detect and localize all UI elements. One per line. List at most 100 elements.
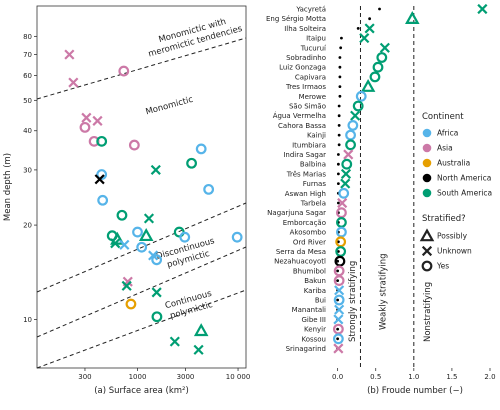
data-point (186, 157, 197, 169)
data-point (94, 174, 105, 185)
x-tick-label: 0.0 (332, 373, 343, 381)
dot-point (336, 162, 340, 166)
data-point (179, 231, 191, 243)
y-tick-label: 70 (23, 51, 32, 59)
dot-point (336, 327, 340, 331)
data-point (338, 187, 350, 199)
data-point (128, 139, 140, 151)
category-label: Merowe (299, 93, 326, 101)
data-point (195, 143, 207, 155)
x-tick-label: 1.0 (408, 373, 419, 381)
dot-point (336, 250, 340, 253)
legend-swatch (422, 173, 432, 183)
x-tick-label: 0.5 (370, 373, 381, 381)
legend-swatch (422, 143, 432, 153)
category-label: Akosombo (290, 229, 326, 237)
data-point (334, 285, 345, 296)
dot-point (336, 172, 340, 176)
dot-point (338, 56, 342, 59)
category-label: Três Marias (286, 170, 327, 178)
dot-point (378, 7, 381, 11)
x-tick-label: 1.5 (446, 373, 457, 381)
category-label: Kenyir (304, 326, 326, 334)
category-label: Tucuruí (300, 44, 327, 52)
y-tick-label: 30 (23, 166, 32, 174)
y-tick-label: 20 (23, 222, 32, 230)
legend-marker (419, 228, 435, 242)
category-label: Aswan High (285, 190, 326, 198)
region-label: Weakly stratifying (379, 253, 389, 330)
data-point (97, 194, 109, 206)
category-label: Nezahuacoyotl (274, 258, 326, 266)
category-label: Itumbiara (292, 141, 326, 149)
data-point (334, 255, 346, 267)
dot-point (338, 85, 342, 88)
dot-point (337, 133, 341, 137)
data-point (333, 314, 344, 325)
data-point (151, 287, 162, 298)
data-point (92, 115, 103, 126)
data-point (350, 110, 361, 121)
y-axis-label: Mean depth (m) (3, 153, 13, 221)
legend-label: North America (437, 174, 491, 183)
region-label: Continuouspolymictic (164, 289, 216, 322)
x-axis-label: (a) Surface area (km²) (94, 386, 189, 396)
category-label: Itaipu (306, 35, 326, 43)
dot-point (336, 298, 340, 302)
data-point (96, 135, 108, 147)
data-point (376, 52, 388, 63)
legend-label: Asia (437, 144, 453, 153)
legend-title-stratified: Stratified? (422, 214, 466, 224)
data-point (364, 23, 375, 34)
category-label: Ilha Solteira (284, 25, 326, 33)
dot-point (337, 104, 341, 108)
data-point (352, 100, 364, 112)
dot-point (337, 124, 341, 127)
legend-label: South America (437, 189, 492, 198)
y-tick-label: 60 (23, 72, 32, 80)
data-point (81, 112, 92, 123)
dot-point (338, 94, 342, 98)
dot-point (336, 153, 340, 156)
dot-point (336, 201, 340, 205)
data-point (345, 129, 356, 141)
legend-label: Australia (437, 159, 470, 168)
data-point (136, 241, 148, 253)
y-tick-label: 50 (23, 97, 32, 105)
data-point (193, 344, 204, 355)
data-point (340, 178, 351, 189)
data-point (332, 333, 344, 345)
y-tick-label: 10 (23, 316, 32, 324)
category-label: Kainji (307, 132, 326, 140)
category-label: Gibe III (301, 316, 326, 324)
dot-point (337, 143, 341, 147)
category-label: Emborcação (283, 219, 326, 227)
category-label: Eng Sérgio Motta (266, 15, 326, 23)
category-label: Indira Sagar (283, 151, 326, 159)
data-point (148, 250, 159, 261)
category-label: Srinagarind (286, 345, 326, 353)
data-point (333, 275, 345, 287)
data-point (334, 304, 345, 315)
category-label: Água Vermelha (273, 111, 326, 120)
data-point (138, 228, 154, 242)
data-point (360, 78, 376, 92)
data-point (341, 158, 353, 170)
data-point (379, 42, 390, 53)
x-tick-label: 300 (78, 373, 91, 381)
data-point (68, 77, 79, 88)
data-point (125, 298, 137, 310)
category-label: Bakun (304, 277, 326, 285)
data-point (121, 280, 132, 291)
data-point (231, 231, 243, 243)
data-point (405, 11, 420, 25)
dot-point (336, 240, 340, 244)
dot-point (336, 182, 340, 186)
regime-boundary (36, 37, 247, 100)
data-point (345, 139, 356, 151)
data-point (359, 33, 370, 44)
data-point (203, 183, 215, 195)
data-point (333, 294, 345, 306)
regime-boundary (36, 246, 247, 338)
